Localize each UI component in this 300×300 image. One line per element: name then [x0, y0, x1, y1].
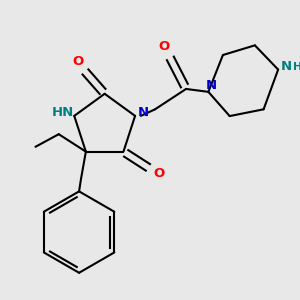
Text: HN: HN: [52, 106, 74, 119]
Text: O: O: [154, 167, 165, 180]
Text: N: N: [137, 106, 148, 119]
Text: N: N: [280, 60, 292, 73]
Text: H: H: [293, 62, 300, 72]
Text: O: O: [158, 40, 169, 53]
Text: N: N: [206, 79, 217, 92]
Text: O: O: [73, 55, 84, 68]
